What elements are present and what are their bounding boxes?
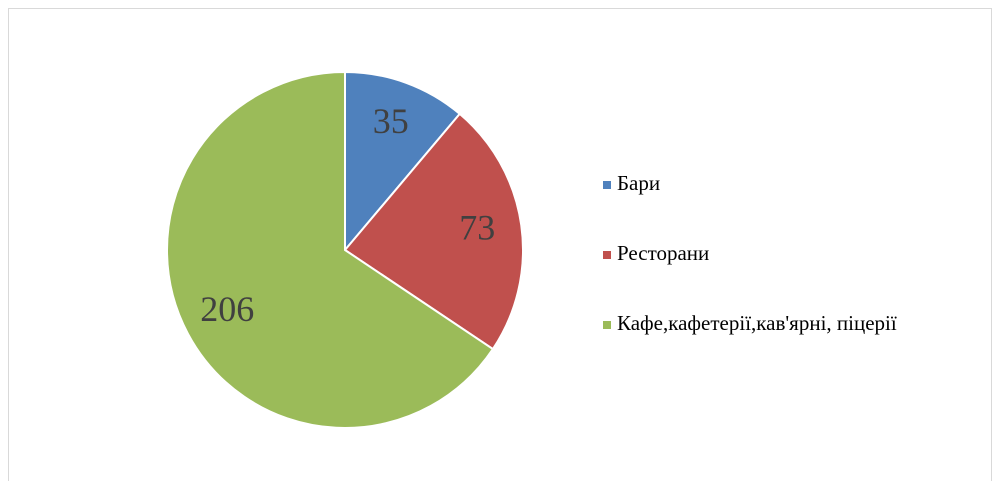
data-label: 73 <box>459 208 495 248</box>
pie-slice <box>166 70 495 429</box>
legend-label: Ресторани <box>617 241 709 265</box>
pie-slice <box>343 112 524 351</box>
legend-swatch <box>603 251 611 259</box>
legend-label: Кафе,кафетерії,кав'ярні, піцерії <box>617 311 897 335</box>
legend-label: Бари <box>617 171 660 195</box>
data-label: 35 <box>373 101 409 141</box>
legend-swatch <box>603 181 611 189</box>
data-label: 206 <box>200 289 254 329</box>
pie-slice <box>344 70 462 253</box>
legend-swatch <box>603 321 611 329</box>
